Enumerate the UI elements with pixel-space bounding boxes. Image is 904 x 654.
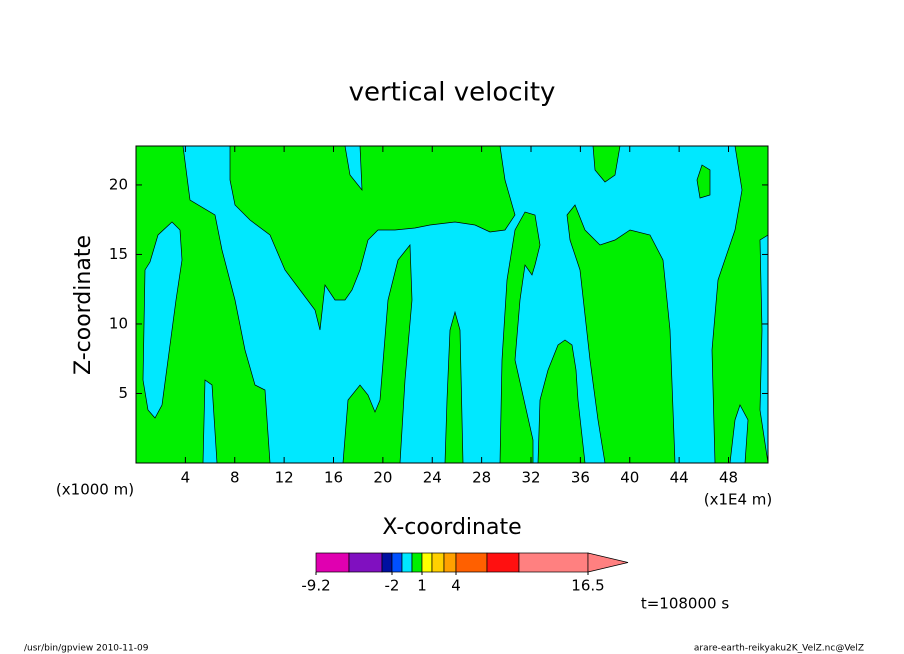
x-tick-label: 32 xyxy=(521,469,540,487)
x-axis-label: X-coordinate xyxy=(382,515,521,540)
colorbar-segment xyxy=(401,552,413,573)
plot-frame xyxy=(135,145,769,464)
y-tick-label: 20 xyxy=(109,175,128,193)
colorbar-segment xyxy=(443,552,457,573)
colorbar-tick-label: 16.5 xyxy=(571,577,604,595)
colorbar-segment xyxy=(518,552,589,573)
contour-region xyxy=(537,339,586,464)
contour-region xyxy=(142,221,183,419)
x-tick-label: 36 xyxy=(571,469,590,487)
colorbar-segment xyxy=(315,552,350,573)
colorbar-segment xyxy=(411,552,423,573)
x-tick-label: 12 xyxy=(275,469,294,487)
y-tick-label: 10 xyxy=(109,314,128,332)
x-tick-label: 40 xyxy=(620,469,639,487)
x-tick-label: 20 xyxy=(373,469,392,487)
colorbar-extension xyxy=(587,552,629,573)
colorbar-tick-label: -2 xyxy=(385,577,400,595)
colorbar-segment xyxy=(381,552,393,573)
x-unit: (x1E4 m) xyxy=(704,491,773,509)
chart-title: vertical velocity xyxy=(349,78,556,108)
x-tick-label: 28 xyxy=(472,469,491,487)
contour-region xyxy=(696,164,711,199)
contour-region xyxy=(342,244,413,464)
footer-right: arare-earth-reikyaku2K_VelZ.nc@VelZ xyxy=(694,644,864,654)
contour-region xyxy=(711,145,769,464)
x-tick-label: 16 xyxy=(324,469,343,487)
colorbar-segment xyxy=(348,552,383,573)
y-unit: (x1000 m) xyxy=(56,481,134,499)
colorbar-tick-label: -9.2 xyxy=(301,577,330,595)
colorbar-segment xyxy=(431,552,445,573)
colorbar-segment xyxy=(455,552,488,573)
colorbar-segment xyxy=(391,552,403,573)
y-tick-label: 15 xyxy=(109,245,128,263)
colorbar-segment xyxy=(486,552,520,573)
x-tick-label: 24 xyxy=(423,469,442,487)
footer-left: /usr/bin/gpview 2010-11-09 xyxy=(24,644,149,654)
contour-field xyxy=(135,145,769,464)
y-axis-label: Z-coordinate xyxy=(71,235,96,375)
x-tick-label: 8 xyxy=(230,469,240,487)
contour-region xyxy=(566,204,676,464)
x-tick-label: 44 xyxy=(670,469,689,487)
annotation: t=108000 s xyxy=(641,595,729,613)
colorbar-tick-label: 4 xyxy=(451,577,461,595)
x-tick-label: 4 xyxy=(181,469,191,487)
y-tick-label: 5 xyxy=(118,384,128,402)
colorbar-segment xyxy=(421,552,433,573)
colorbar-tick-label: 1 xyxy=(417,577,427,595)
x-tick-label: 48 xyxy=(719,469,738,487)
contour-region xyxy=(499,211,541,464)
